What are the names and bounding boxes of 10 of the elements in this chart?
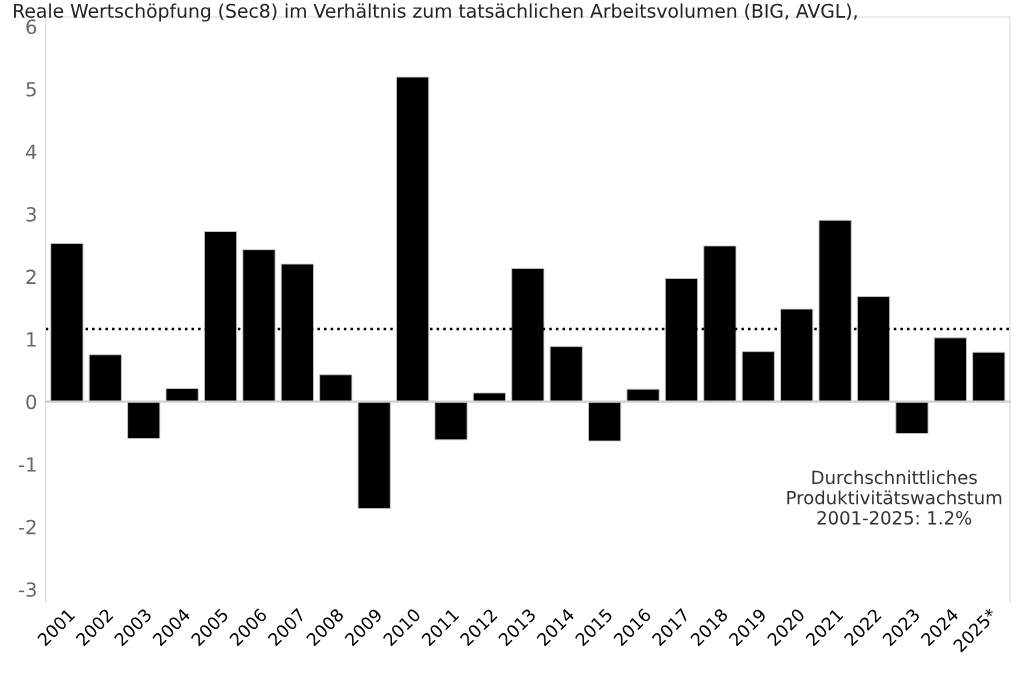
y-tick-label: 4	[26, 144, 37, 159]
annotation: Durchschnittliches Produktivitätswachstum 2001-2025: 1.2%	[787, 470, 1002, 525]
y-tick-label: 1	[27, 332, 36, 347]
y-tick-label: -1	[19, 457, 36, 472]
y-tick-label: 5	[26, 82, 36, 97]
y-tick-label: 3	[26, 206, 36, 222]
y-tick-label: -2	[19, 519, 36, 535]
y-tick-label: -3	[19, 582, 36, 597]
y-tick-label: 0	[26, 394, 37, 410]
y-tick-label: 2	[26, 269, 36, 284]
